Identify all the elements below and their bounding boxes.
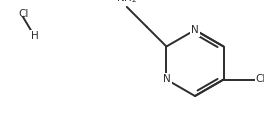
Text: N: N xyxy=(163,75,170,84)
Text: N: N xyxy=(191,25,199,35)
Text: Cl: Cl xyxy=(18,9,28,19)
Text: NH$_2$: NH$_2$ xyxy=(116,0,137,5)
Text: Cl: Cl xyxy=(256,75,264,84)
Text: H: H xyxy=(31,31,39,41)
